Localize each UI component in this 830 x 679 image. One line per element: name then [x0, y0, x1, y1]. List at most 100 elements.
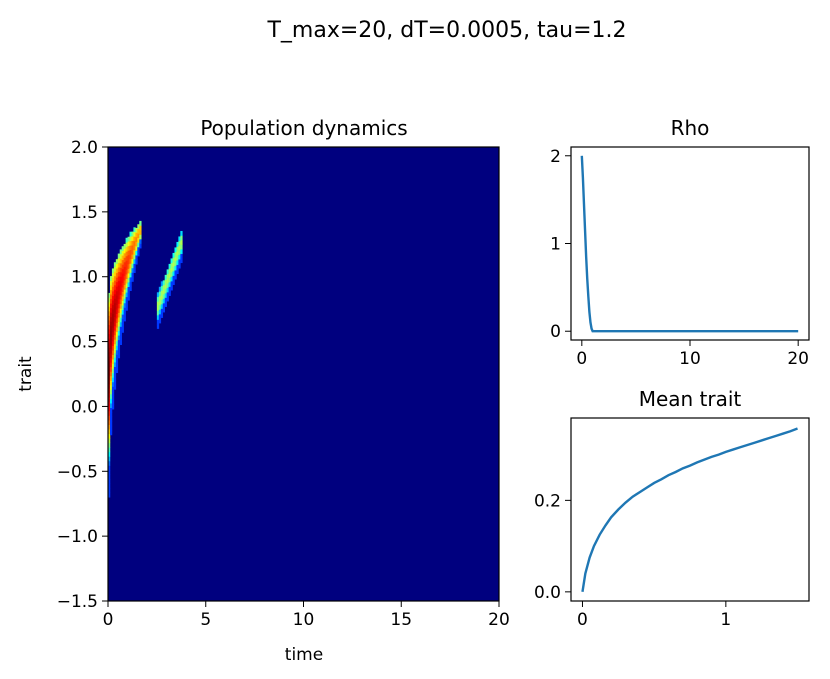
heatmap-cell: [111, 286, 115, 292]
heatmap-cell: [109, 285, 113, 290]
heatmap-cell: [108, 465, 111, 471]
mean-trait-y-ticks: 0.0 0.2: [534, 491, 571, 603]
heatmap-cell: [108, 302, 111, 307]
heatmap-cell: [108, 469, 111, 475]
heatmap-cell: [119, 285, 122, 291]
heatmap-cell: [108, 374, 111, 380]
heatmap-cell: [133, 245, 136, 251]
heatmap-cell: [168, 291, 171, 296]
heatmap-cell: [119, 258, 122, 264]
heatmap-cell: [108, 406, 111, 412]
heatmap-cell: [125, 251, 128, 257]
heatmap-cell: [172, 280, 175, 285]
heatmap-cell: [119, 276, 122, 282]
heatmap-cell: [129, 254, 132, 260]
heatmap-cell: [180, 230, 183, 236]
heatmap-cell: [139, 229, 142, 235]
heatmap-cell: [115, 286, 119, 292]
heatmap-cell: [158, 300, 162, 306]
heatmap-cell: [160, 290, 164, 296]
heatmap-cell: [113, 284, 117, 290]
heatmap-x-tick-label: 5: [200, 610, 211, 630]
heatmap-cell: [133, 250, 136, 255]
heatmap-cell: [178, 254, 181, 260]
heatmap-cell: [109, 289, 113, 295]
heatmap-cell: [162, 280, 165, 286]
heatmap-cell: [123, 289, 126, 295]
heatmap-cell: [113, 266, 117, 272]
mean-trait-y-tick-label: 0.0: [534, 583, 561, 603]
heatmap-cell: [176, 246, 179, 252]
heatmap-cell: [121, 305, 124, 311]
heatmap-cell: [121, 277, 124, 283]
heatmap-cell: [113, 371, 117, 377]
heatmap-cell: [113, 303, 117, 308]
heatmap-cell: [121, 296, 124, 301]
heatmap-cell: [164, 274, 167, 280]
heatmap-cell: [166, 269, 169, 275]
heatmap-cell: [117, 280, 121, 286]
heatmap-cell: [131, 267, 134, 273]
heatmap-cell: [160, 285, 164, 291]
heatmap-cell: [111, 341, 115, 346]
heatmap-cell: [178, 263, 181, 269]
heatmap-cell: [113, 271, 117, 277]
heatmap-background: [108, 147, 499, 601]
heatmap-cell: [121, 259, 124, 265]
heatmap-cell: [135, 227, 138, 233]
heatmap-x-tick-label: 15: [390, 610, 412, 630]
heatmap-cell: [121, 314, 124, 320]
heatmap-cell: [174, 270, 177, 275]
heatmap-y-tick-label: −1.5: [57, 592, 98, 612]
heatmap-cell: [129, 249, 132, 255]
heatmap-cell: [113, 316, 117, 322]
heatmap-cell: [125, 237, 128, 243]
rho-x-ticks: 0 10 20: [576, 340, 809, 369]
heatmap-cell: [117, 326, 121, 332]
heatmap-cell: [123, 312, 126, 317]
heatmap-cell: [113, 262, 117, 268]
heatmap-cell: [131, 276, 134, 282]
heatmap-cell: [108, 474, 111, 480]
heatmap-cell: [108, 447, 111, 453]
heatmap-cell: [125, 287, 128, 293]
heatmap-cell: [137, 228, 140, 234]
heatmap-cell: [108, 492, 111, 498]
heatmap-y-tick-label: −1.0: [57, 527, 98, 547]
heatmap-cell: [129, 268, 132, 273]
heatmap-cell: [115, 318, 119, 324]
heatmap-cell: [115, 277, 119, 283]
heatmap-cell: [131, 231, 134, 237]
heatmap-cell: [178, 240, 181, 246]
heatmap-cell: [127, 291, 130, 297]
heatmap-cell: [108, 365, 111, 371]
heatmap-cell: [158, 295, 162, 301]
heatmap-cell: [113, 375, 117, 381]
heatmap-cell: [108, 420, 111, 425]
heatmap-cell: [113, 294, 117, 299]
heatmap-cell: [123, 302, 126, 308]
heatmap-cell: [166, 283, 169, 288]
heatmap-cell: [158, 304, 162, 310]
heatmap-cell: [111, 391, 115, 396]
heatmap-cell: [127, 254, 130, 260]
heatmap-cell: [174, 274, 177, 280]
heatmap-cell: [115, 322, 119, 328]
heatmap-cell: [113, 280, 117, 286]
mean-trait-frame: [570, 417, 810, 602]
heatmap-cell: [117, 312, 121, 318]
heatmap-cell: [117, 262, 121, 268]
heatmap-cell: [108, 351, 111, 357]
heatmap-cell: [129, 272, 132, 278]
heatmap-cell: [111, 363, 115, 369]
heatmap-cell: [108, 361, 111, 366]
heatmap-cell: [129, 263, 132, 269]
heatmap-cell: [119, 312, 122, 318]
heatmap-cell: [133, 231, 136, 237]
heatmap-cell: [119, 308, 122, 314]
heatmap-cell: [174, 247, 177, 253]
heatmap-cell: [168, 268, 171, 274]
heatmap-cell: [117, 339, 121, 345]
heatmap-x-label: time: [285, 645, 323, 665]
heatmap-cell: [117, 303, 121, 309]
